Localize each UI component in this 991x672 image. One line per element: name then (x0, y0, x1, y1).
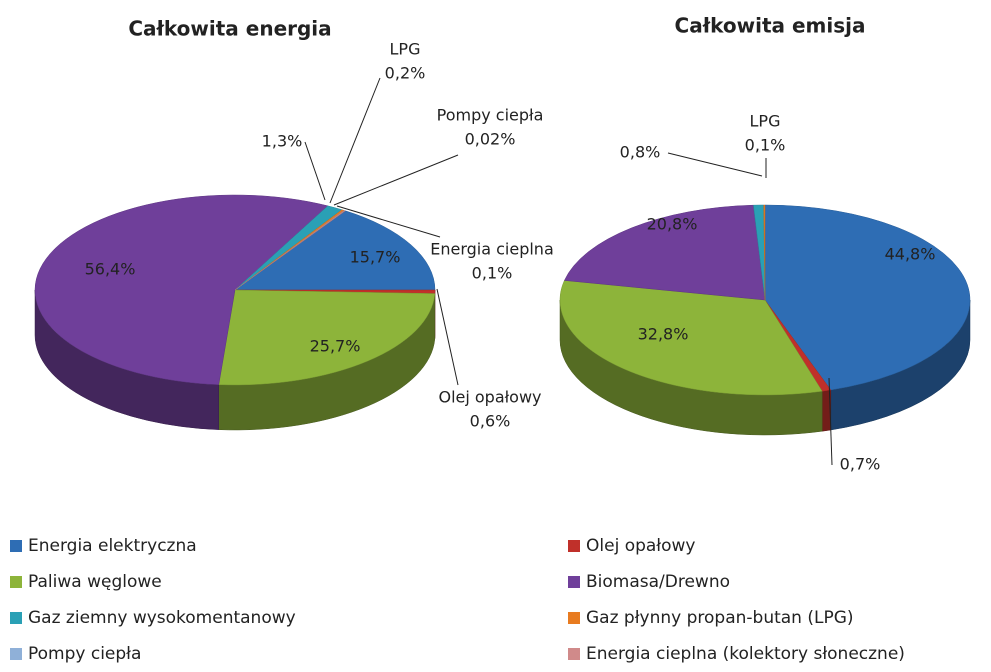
legend-swatch (10, 648, 22, 660)
leader-line (436, 288, 459, 386)
legend-label: Energia cieplna (kolektory słoneczne) (586, 644, 905, 664)
data-label: 0,1% (472, 264, 513, 283)
data-label: 0,6% (470, 412, 511, 431)
leader-line (336, 205, 441, 238)
legend-label: Paliwa węglowe (28, 572, 162, 592)
slice (559, 280, 823, 396)
data-label: 0,2% (385, 64, 426, 83)
leader-line (667, 152, 763, 177)
slice (234, 210, 346, 291)
legend-swatch (568, 612, 580, 624)
leader-line (329, 77, 381, 204)
data-label: 0,7% (840, 455, 881, 474)
legend-swatch (568, 576, 580, 588)
chart-title: Całkowita energia (128, 17, 331, 41)
data-label: 25,7% (310, 337, 361, 356)
data-label: 44,8% (885, 245, 936, 264)
data-label: 20,8% (647, 215, 698, 234)
legend-swatch (10, 540, 22, 552)
category-label: Olej opałowy (438, 388, 541, 407)
slice (234, 210, 436, 291)
leader-line (333, 154, 459, 206)
chart-title: Całkowita emisja (675, 14, 866, 38)
legend-label: Gaz płynny propan-butan (LPG) (586, 608, 854, 628)
slice (564, 204, 766, 301)
category-label: LPG (750, 112, 781, 131)
data-label: 15,7% (350, 248, 401, 267)
slice (764, 204, 971, 391)
data-label: 0,8% (620, 143, 661, 162)
legend-label: Energia elektryczna (28, 536, 197, 556)
slice (34, 194, 329, 385)
data-label: 0,02% (465, 130, 516, 149)
data-label: 32,8% (638, 325, 689, 344)
pie-tops (34, 194, 436, 386)
legend-label: Pompy ciepła (28, 644, 141, 664)
legend-label: Biomasa/Drewno (586, 572, 730, 592)
data-label: 56,4% (85, 260, 136, 279)
legend-swatch (568, 648, 580, 660)
legend-label: Gaz ziemny wysokomentanowy (28, 608, 296, 628)
legend-swatch (10, 576, 22, 588)
legend-swatch (568, 540, 580, 552)
slice (763, 204, 766, 301)
leader-line (828, 377, 833, 466)
leader-line (304, 141, 326, 201)
category-label: LPG (390, 40, 421, 59)
legend-label: Olej opałowy (586, 536, 696, 556)
pie-tops (559, 204, 971, 396)
data-label: 1,3% (262, 132, 303, 151)
slice (218, 289, 436, 386)
legend-swatch (10, 612, 22, 624)
category-label: Pompy ciepła (437, 106, 544, 125)
category-label: Energia cieplna (430, 240, 554, 259)
data-label: 0,1% (745, 136, 786, 155)
